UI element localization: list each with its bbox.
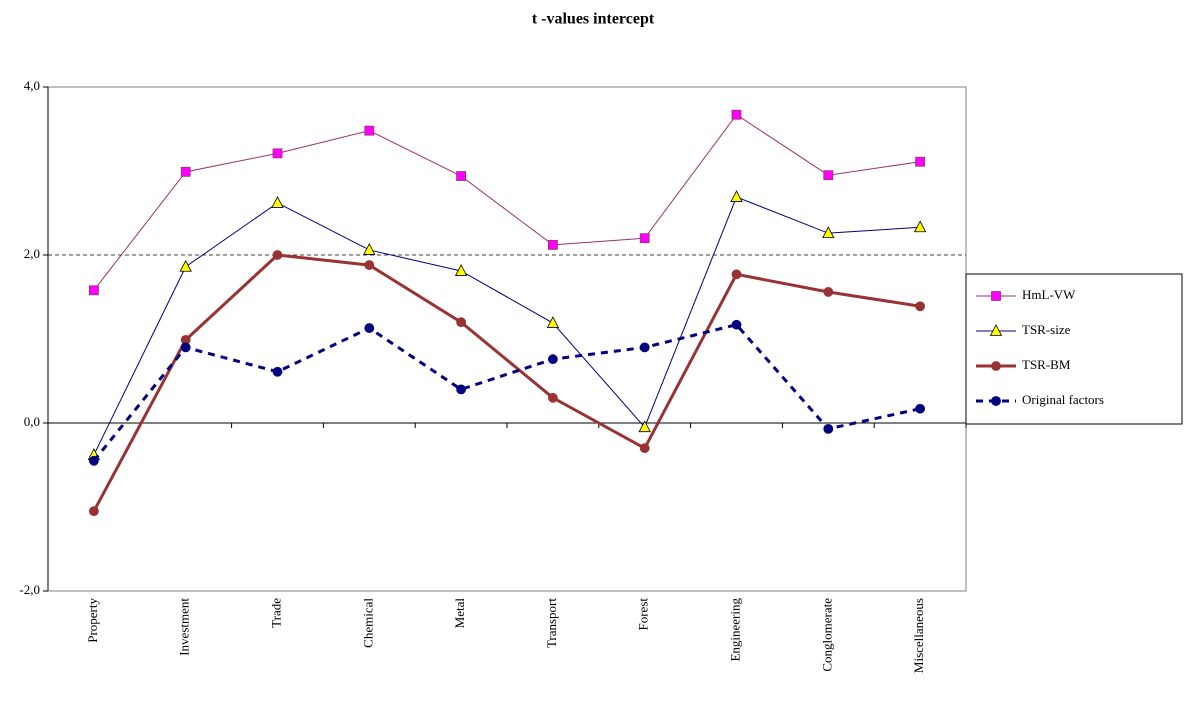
data-point	[915, 403, 925, 414]
legend-label: Original factors	[1022, 392, 1104, 407]
series-line	[92, 253, 921, 512]
data-point	[272, 366, 283, 377]
chart-title: t -values intercept	[532, 11, 655, 28]
data-point	[731, 109, 742, 120]
y-tick-label: 4,0	[24, 78, 40, 93]
x-tick-label: Engineering	[727, 598, 742, 662]
data-point	[89, 506, 99, 517]
legend-label: TSR-size	[1022, 322, 1071, 337]
data-point	[731, 319, 742, 330]
series-line	[93, 114, 921, 291]
data-point	[364, 260, 375, 270]
data-point	[546, 316, 560, 328]
legend-marker	[991, 396, 1001, 406]
y-tick-label: 0,0	[24, 414, 40, 429]
data-point	[89, 285, 99, 296]
data-point	[913, 220, 927, 233]
data-point	[823, 287, 834, 297]
y-tick-label: 2,0	[24, 246, 40, 261]
data-point	[915, 156, 925, 167]
data-point	[456, 317, 467, 328]
data-point	[639, 443, 650, 454]
data-point	[823, 423, 834, 434]
legend-marker	[991, 361, 1001, 371]
data-point	[823, 170, 834, 181]
x-tick-label: Conglomerate	[819, 598, 834, 672]
x-tick-label: Transport	[544, 598, 559, 648]
data-point	[271, 196, 284, 208]
x-tick-label: Chemical	[360, 598, 375, 648]
data-point	[179, 259, 192, 272]
data-point	[638, 420, 651, 433]
data-point	[89, 455, 99, 466]
x-tick-label: Metal	[452, 598, 467, 629]
data-point	[915, 301, 925, 312]
data-point	[272, 250, 283, 260]
data-point	[363, 243, 376, 255]
data-point	[180, 342, 191, 353]
y-tick-label: -2,0	[19, 582, 40, 597]
legend-box	[965, 273, 1183, 425]
series-line	[93, 196, 921, 456]
data-point	[548, 240, 558, 250]
data-point	[639, 233, 650, 244]
data-point	[548, 392, 558, 403]
data-point	[822, 226, 835, 239]
data-point	[639, 342, 650, 353]
series-line	[92, 323, 921, 462]
data-point	[180, 166, 191, 177]
data-point	[454, 264, 468, 276]
legend-marker	[991, 291, 1001, 301]
data-point	[272, 148, 283, 159]
x-tick-label: Investment	[177, 598, 192, 656]
x-tick-label: Trade	[268, 598, 283, 628]
x-tick-label: Property	[85, 598, 100, 643]
data-point	[730, 190, 743, 202]
legend-marker	[989, 324, 1003, 336]
data-point	[364, 125, 375, 136]
data-point	[548, 354, 558, 365]
legend-label: TSR-BM	[1022, 357, 1071, 372]
data-point	[731, 269, 742, 280]
x-tick-label: Miscellaneous	[911, 598, 926, 673]
legend-label: HmL-VW	[1022, 287, 1076, 302]
data-point	[456, 171, 467, 181]
x-tick-label: Forest	[636, 598, 651, 631]
data-point	[456, 384, 467, 395]
data-point	[364, 323, 375, 333]
